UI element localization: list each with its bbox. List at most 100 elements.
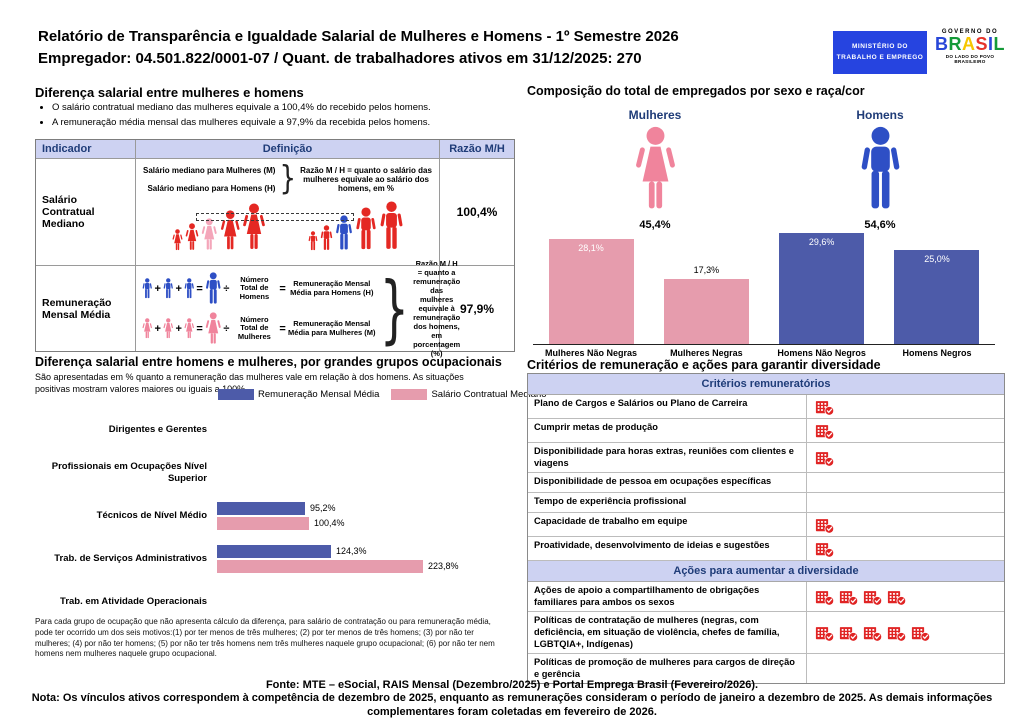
criteria-label: Plano de Cargos e Salários ou Plano de C… [534,398,748,408]
legend-label: Remuneração Mensal Média [258,389,380,400]
criteria-row: Capacidade de trabalho em equipe [528,513,1004,538]
criteria-icons-cell [806,612,1004,654]
criteria-row: Disponibilidade de pessoa em ocupações e… [528,473,1004,494]
gov-logo-letter: B [934,34,949,54]
gov-brasil-logo: GOVERNO DO BRASIL DO LADO DO POVO BRASIL… [932,29,1008,64]
criteria-label: Disponibilidade de pessoa em ocupações e… [534,476,772,487]
occupational-title: Diferença salarial entre homens e mulher… [35,355,502,369]
criteria-label: Proatividade, desenvolvimento de ideias … [534,540,770,551]
woman-icon [201,218,217,250]
indicator-name: Remuneração Mensal Média [36,266,136,351]
criteria-label: Tempo de experiência profissional [534,496,687,507]
definition-median: Salário mediano para Mulheres (M) Salári… [136,159,440,266]
woman-icon [634,126,677,217]
woman-icon [163,318,174,339]
occupational-row: Trab. de Serviços Administrativos 124,3% 2… [35,537,513,580]
criteria-label: Políticas de promoção de mulheres para c… [534,657,795,679]
row-remuneracao-media: Remuneração Mensal Média + + = ÷ Número To… [36,259,514,358]
occupational-bar-line: 95,2% [217,501,345,515]
occupational-category-label: Técnicos de Nível Médio [96,509,207,521]
company-check-icon [887,590,906,607]
occupational-bar [217,516,309,530]
occupational-category-label: Profissionais em Ocupações Nível Superio… [51,461,207,484]
row-salario-contratual: Salário Contratual Mediano Salário media… [36,159,514,266]
criteria-icons-cell [806,654,1004,684]
divide-operator: ÷ [223,282,230,295]
bar-value-label: 100,4% [314,518,345,528]
occupational-row: Técnicos de Nível Médio 95,2% 100,4% [35,494,513,537]
equals-operator: = [279,282,286,295]
company-check-icon [815,542,834,559]
bullet-item: O salário contratual mediano das mulhere… [52,102,512,113]
legend-item: Salário Contratual Mediano [391,389,547,400]
bar-value-label: 17,3% [693,265,720,275]
footer-nota: Nota: Os vínculos ativos correspondem à … [31,692,993,718]
occupational-legend: Remuneração Mensal Média Salário Contratu… [218,389,547,400]
criteria-row: Plano de Cargos e Salários ou Plano de C… [528,395,1004,419]
report-subtitle: Empregador: 04.501.822/0001-07 / Quant. … [38,50,642,67]
bar-value-label: 29,6% [808,237,835,247]
composition-categories: Mulheres Não Negras Mulheres Negras Homens… [533,348,995,358]
composition-bar-column: 17,3% [652,265,760,344]
criteria-icons-cell [806,473,1004,493]
criteria-label: Políticas de contratação de mulheres (ne… [534,615,780,649]
occupational-row: Profissionais em Ocupações Nível Superio… [35,451,513,494]
man-icon [380,201,403,249]
num-total-men: Número Total de Homens [239,274,270,301]
gov-logo-letter: I [988,34,994,54]
man-icon [205,272,221,304]
gov-logo-letter: L [993,34,1006,54]
company-check-icon [815,424,834,440]
bar-value-label: 223,8% [428,561,459,571]
bar-value-label: 28,1% [578,243,604,253]
company-check-icon [863,590,882,607]
equals-operator: = [196,322,203,335]
woman-icon [205,312,221,344]
man-icon [320,225,333,250]
formula-men-line: + + = ÷ Número Total de Homens = Remuneraç… [142,272,376,305]
composition-bar: 25,0% [894,250,980,344]
company-check-icon [815,626,834,643]
company-check-icon [887,626,906,643]
man-icon [860,126,900,209]
equals-operator: = [196,282,203,295]
company-check-icon [911,626,930,643]
occupational-category-label: Trab. de Serviços Administrativos [54,552,207,564]
criteria-label: Disponibilidade para horas extras, reuni… [534,446,794,468]
female-label: Mulheres [628,108,682,122]
col-header-definicao: Definição [136,140,440,159]
woman-icon [635,126,675,209]
formula-women-line: + + = ÷ Número Total de Mulheres = Remuner… [142,312,376,345]
indicator-table-header-row: Indicador Definição Razão M/H [36,140,514,159]
company-check-icon [815,518,834,535]
salary-diff-bullets: O salário contratual mediano das mulhere… [52,102,512,132]
formula-women-figures: + + = [142,312,221,345]
gov-logo-sub: DO LADO DO POVO BRASILEIRO [945,54,995,64]
label-median-women: Salário mediano para Mulheres (M) [142,165,276,175]
composition-bar: 29,6% [779,233,865,344]
composition-bar: 28,1% [548,239,634,344]
occupational-subtitle: São apresentadas em % quanto a remuneraç… [35,372,464,394]
occupational-bars: 95,2% 100,4% [217,501,345,530]
man-icon [184,278,194,299]
num-total-women: Número Total de Mulheres [237,314,271,341]
composition-bars: 28,1% 17,3% 29,6% 25,0% [533,228,995,345]
occupational-bar-line: 223,8% [217,559,459,573]
criteria-section-header: Critérios remuneratórios [528,374,1004,395]
legend-swatch [218,389,254,400]
divide-operator: ÷ [223,322,230,335]
gov-logo-letter: S [975,34,988,54]
company-check-icon [839,626,858,643]
female-composition-block: Mulheres 45,4% [600,108,710,231]
criteria-table: Critérios remuneratórios Plano de Cargos … [527,373,1005,685]
company-check-icon [863,626,882,643]
man-icon [356,207,376,250]
definition-mean: + + = ÷ Número Total de Homens = Remuneraç… [136,259,460,358]
criteria-row: Tempo de experiência profissional [528,493,1004,514]
indicator-name: Salário Contratual Mediano [36,159,136,266]
occupational-bars: 124,3% 223,8% [217,544,459,573]
bullet-item: A remuneração média mensal das mulheres … [52,117,512,128]
criteria-row: Políticas de contratação de mulheres (ne… [528,612,1004,655]
bar-category-label: Mulheres Não Negras [544,348,638,358]
